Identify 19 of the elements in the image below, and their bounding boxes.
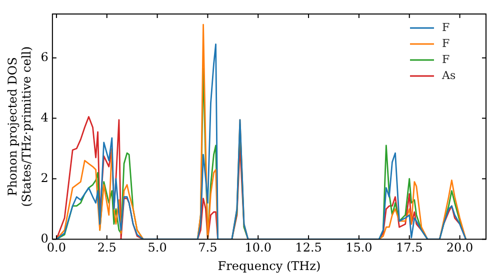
x-tick-label: 2.5 bbox=[97, 240, 116, 255]
legend-label: F bbox=[442, 20, 450, 34]
legend-label: F bbox=[442, 36, 450, 50]
x-tick-label: 10.0 bbox=[244, 240, 272, 255]
x-tick-label: 0.0 bbox=[46, 240, 66, 255]
x-tick-label: 15.0 bbox=[346, 240, 372, 255]
y-tick-label: 0 bbox=[40, 231, 48, 246]
y-axis-title: Phonon projected DOS (States/THz·primitive cell) bbox=[5, 46, 34, 207]
x-tick-label: 17.5 bbox=[396, 240, 423, 255]
legend-label: F bbox=[442, 52, 450, 66]
x-tick-label: 5.0 bbox=[148, 240, 167, 255]
y-tick-label: 6 bbox=[40, 50, 48, 64]
y-tick-label: 4 bbox=[40, 110, 49, 124]
x-tick-label: 7.5 bbox=[198, 240, 218, 255]
x-axis-title: Frequency (THz) bbox=[218, 258, 321, 273]
y-tick-label: 2 bbox=[40, 170, 48, 185]
legend-label: As bbox=[441, 68, 456, 82]
x-tick-label: 12.5 bbox=[295, 240, 322, 255]
x-tick-label: 20.0 bbox=[446, 240, 474, 255]
